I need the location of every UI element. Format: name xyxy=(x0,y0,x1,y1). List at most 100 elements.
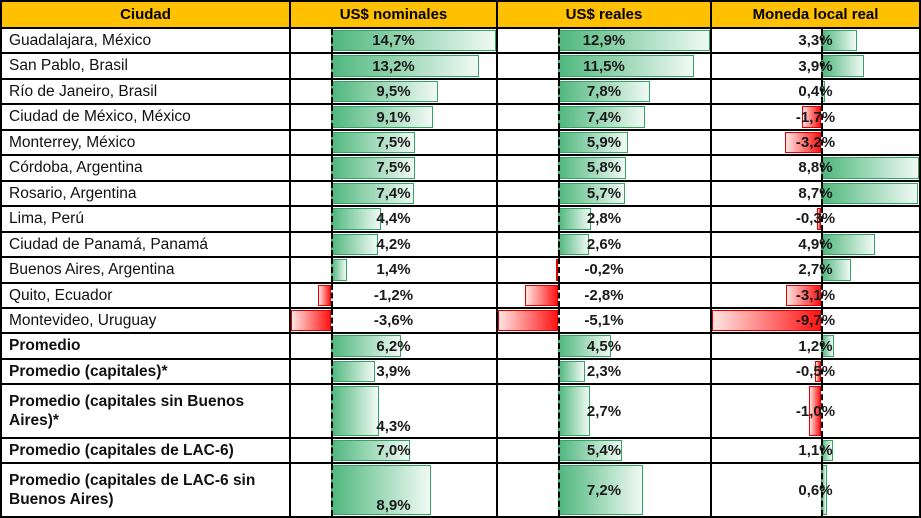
axis-baseline xyxy=(820,181,823,206)
table-row: Promedio (capitales de LAC-6 sin Buenos … xyxy=(2,464,919,516)
positive-data-bar xyxy=(331,386,380,436)
axis-baseline xyxy=(558,207,561,231)
city-cell: Guadalajara, México xyxy=(2,29,291,53)
table-row: Quito, Ecuador -1,2% -2,8% -3,1% xyxy=(2,283,919,309)
value-label: -0,2% xyxy=(584,261,624,279)
reales-cell: 2,7% xyxy=(498,385,712,437)
header-ciudad: Ciudad xyxy=(2,2,291,27)
axis-baseline xyxy=(558,464,561,516)
reales-cell: 5,7% xyxy=(498,181,712,206)
axis-baseline xyxy=(820,438,823,463)
local-cell: 4,9% xyxy=(712,232,919,257)
city-cell: Córdoba, Argentina xyxy=(2,156,291,180)
value-label: -3,6% xyxy=(373,312,414,330)
value-label: 3,9% xyxy=(376,363,411,381)
axis-baseline xyxy=(820,54,823,78)
city-cell: Quito, Ecuador xyxy=(2,283,291,307)
table-header-row: Ciudad US$ nominales US$ reales Moneda l… xyxy=(2,2,919,29)
negative-data-bar xyxy=(817,208,821,230)
nominales-cell: 7,5% xyxy=(291,156,498,180)
reales-cell: 7,8% xyxy=(498,79,712,104)
negative-data-bar xyxy=(317,284,332,306)
value-label: 1,4% xyxy=(376,261,411,279)
positive-data-bar xyxy=(820,157,919,179)
axis-baseline xyxy=(558,181,561,206)
nominales-cell: -1,2% xyxy=(291,283,498,307)
positive-data-bar xyxy=(331,259,347,281)
axis-baseline xyxy=(558,258,561,282)
axis-baseline xyxy=(331,283,334,307)
nominales-cell: 7,0% xyxy=(291,438,498,463)
value-label: -1,7% xyxy=(795,108,836,126)
axis-baseline xyxy=(558,232,561,257)
reales-cell: -2,8% xyxy=(498,283,712,307)
axis-baseline xyxy=(558,283,561,307)
nominales-cell: 9,5% xyxy=(291,79,498,104)
axis-baseline xyxy=(558,359,561,384)
negative-data-bar xyxy=(785,284,821,306)
value-label: 14,7% xyxy=(372,32,415,50)
table-row: Promedio 6,2% 4,5% 1,2% xyxy=(2,334,919,360)
local-cell: 0,4% xyxy=(712,79,919,104)
axis-baseline xyxy=(820,359,823,384)
local-cell: -1,0% xyxy=(712,385,919,437)
local-cell: 1,1% xyxy=(712,438,919,463)
value-label: 2,8% xyxy=(586,210,622,228)
axis-baseline xyxy=(558,385,561,437)
value-label: -0,5% xyxy=(795,363,836,381)
local-cell: -0,3% xyxy=(712,207,919,231)
axis-baseline xyxy=(820,130,823,155)
reales-cell: 2,8% xyxy=(498,207,712,231)
value-label: 9,5% xyxy=(376,83,411,101)
axis-baseline xyxy=(331,130,334,155)
axis-baseline xyxy=(331,54,334,78)
negative-data-bar xyxy=(498,309,559,332)
table-row: Guadalajara, México 14,7% 12,9% 3,3% xyxy=(2,29,919,55)
value-label: 5,7% xyxy=(586,184,622,202)
value-label: 3,3% xyxy=(798,32,833,50)
local-cell: 2,7% xyxy=(712,258,919,282)
axis-baseline xyxy=(820,258,823,282)
nominales-cell: 4,2% xyxy=(291,232,498,257)
value-label: 9,1% xyxy=(376,108,411,126)
positive-data-bar xyxy=(558,55,694,77)
value-label: 4,4% xyxy=(376,210,411,228)
city-cell: Monterrey, México xyxy=(2,130,291,155)
axis-baseline xyxy=(331,232,334,257)
axis-baseline xyxy=(331,156,334,180)
reales-cell: 5,4% xyxy=(498,438,712,463)
axis-baseline xyxy=(331,334,334,358)
local-cell: -3,2% xyxy=(712,130,919,155)
axis-baseline xyxy=(558,29,561,53)
value-label: 0,6% xyxy=(798,481,833,499)
local-cell: 3,3% xyxy=(712,29,919,53)
value-label: 2,3% xyxy=(586,363,622,381)
nominales-cell: -3,6% xyxy=(291,308,498,333)
axis-baseline xyxy=(331,438,334,463)
axis-baseline xyxy=(331,258,334,282)
axis-baseline xyxy=(331,29,334,53)
local-cell: -3,1% xyxy=(712,283,919,307)
nominales-cell: 1,4% xyxy=(291,258,498,282)
value-label: 4,2% xyxy=(376,235,411,253)
table-row: Montevideo, Uruguay -3,6% -5,1% -9,7% xyxy=(2,308,919,335)
reales-cell: -0,2% xyxy=(498,258,712,282)
table-row: Promedio (capitales)* 3,9% 2,3% -0,5% xyxy=(2,359,919,386)
negative-data-bar xyxy=(784,131,821,154)
city-cell: Lima, Perú xyxy=(2,207,291,231)
local-cell: 8,7% xyxy=(712,181,919,206)
axis-baseline xyxy=(331,464,334,516)
axis-baseline xyxy=(558,334,561,358)
value-label: -1,0% xyxy=(795,402,836,420)
value-label: 5,9% xyxy=(586,134,622,152)
table-row: Córdoba, Argentina 7,5% 5,8% 8,8% xyxy=(2,156,919,182)
city-cell: Rosario, Argentina xyxy=(2,181,291,206)
value-label: 4,3% xyxy=(376,417,411,435)
value-label: 7,8% xyxy=(586,83,622,101)
positive-data-bar xyxy=(820,182,918,205)
value-label: -0,3% xyxy=(795,210,836,228)
reales-cell: 7,2% xyxy=(498,464,712,516)
table-row: Monterrey, México 7,5% 5,9% -3,2% xyxy=(2,130,919,157)
value-label: 13,2% xyxy=(372,57,415,75)
negative-data-bar xyxy=(555,259,559,281)
